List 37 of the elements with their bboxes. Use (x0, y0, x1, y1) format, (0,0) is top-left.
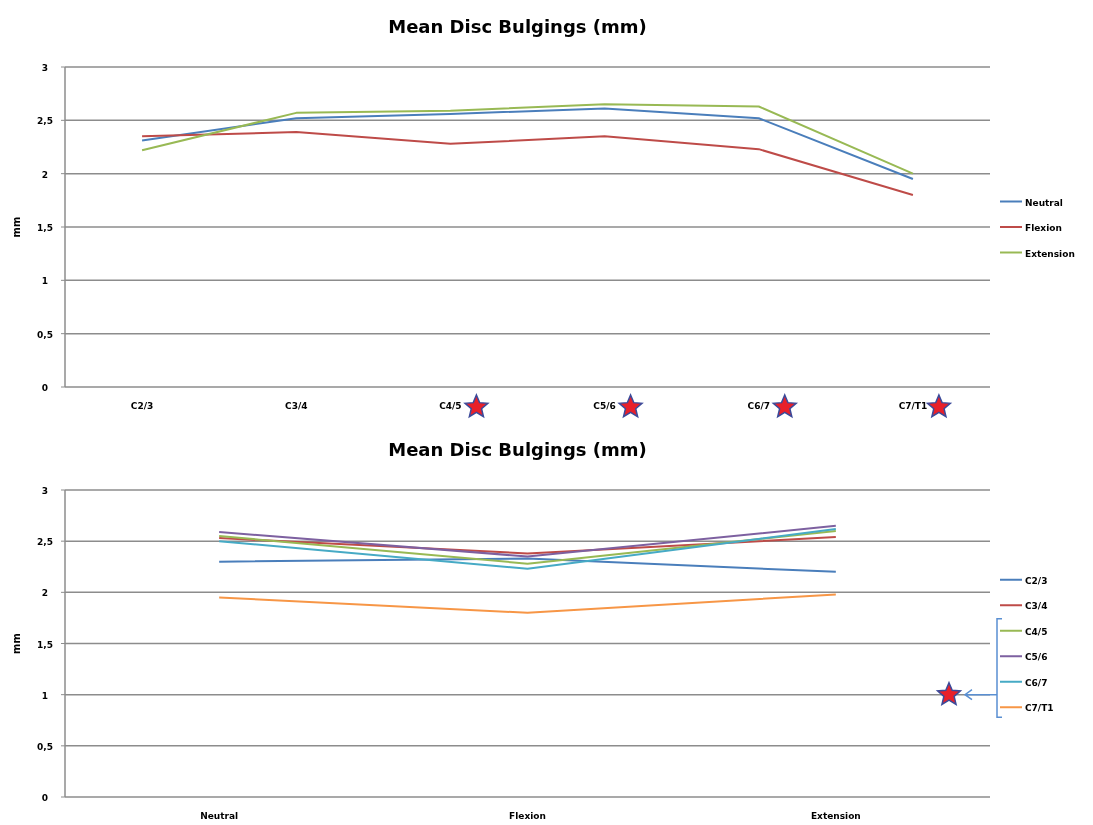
x-tick-label: C7/T1 (898, 401, 928, 411)
chart-title: Mean Disc Bulgings (mm) (388, 439, 647, 460)
legend-label: Flexion (1025, 223, 1062, 233)
y-tick-label: 0 (41, 793, 49, 803)
legend-label: C2/3 (1025, 575, 1048, 586)
x-tick-label: C2/3 (130, 401, 154, 411)
chart-title: Mean Disc Bulgings (mm) (388, 16, 647, 37)
x-tick-label: C5/6 (593, 401, 616, 411)
x-tick-label: C4/5 (439, 401, 462, 411)
x-tick-label: Neutral (200, 811, 239, 821)
y-tick-label: 1,5 (37, 639, 53, 650)
y-tick-label: 2,5 (37, 537, 53, 548)
y-tick-label: 2 (41, 588, 49, 599)
legend-label: C6/7 (1025, 677, 1048, 688)
legend-label: C4/5 (1025, 626, 1048, 637)
legend-label: C5/6 (1025, 652, 1048, 663)
legend-label: C7/T1 (1025, 703, 1054, 714)
y-tick-label: 0,5 (37, 741, 53, 752)
x-tick-label: Flexion (509, 811, 546, 821)
y-axis-title: mm (11, 216, 22, 238)
x-tick-label: Extension (810, 811, 861, 821)
y-tick-label: 1,5 (37, 223, 53, 233)
line-series (141, 131, 914, 196)
y-axis-title: mm (11, 633, 22, 654)
y-tick-label: 3 (41, 63, 49, 73)
y-tick-label: 0,5 (37, 329, 53, 340)
y-tick-label: 1 (41, 276, 49, 287)
legend-label: Extension (1025, 248, 1075, 259)
y-tick-label: 2,5 (37, 116, 53, 127)
legend-label: C3/4 (1025, 601, 1048, 612)
y-tick-label: 0 (41, 383, 49, 393)
x-tick-label: C6/7 (747, 401, 770, 411)
x-tick-label: C3/4 (285, 401, 308, 411)
y-tick-label: 1 (41, 690, 49, 701)
y-tick-label: 2 (41, 169, 49, 180)
legend-label: Neutral (1025, 197, 1063, 208)
y-tick-label: 3 (41, 486, 49, 496)
